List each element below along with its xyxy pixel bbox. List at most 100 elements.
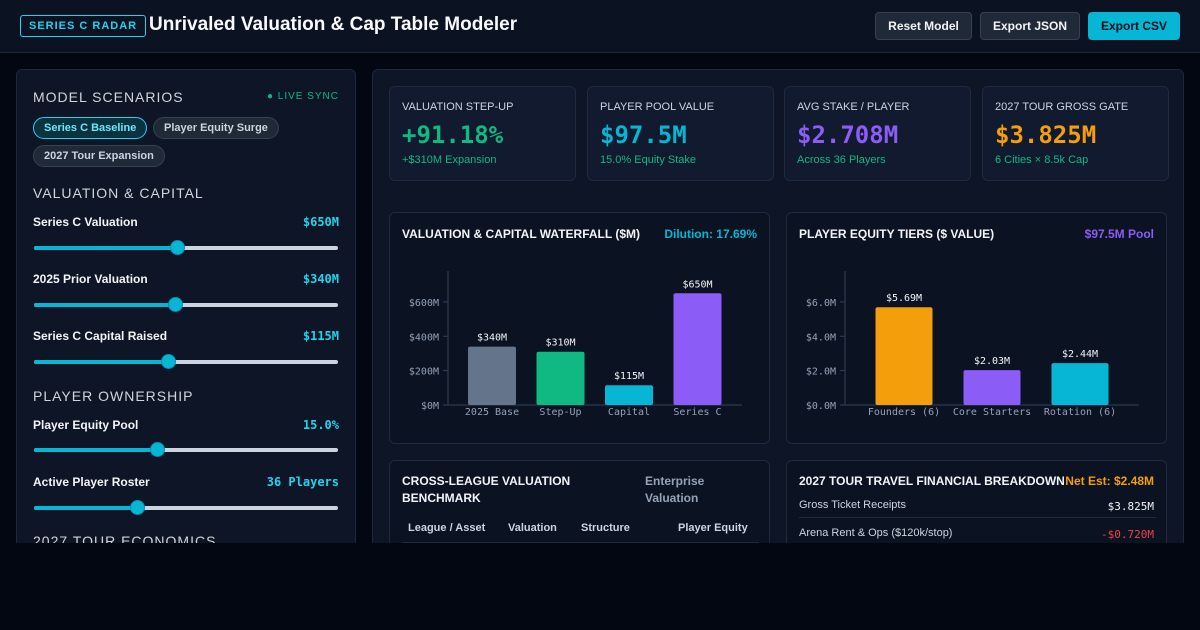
benchmark-title-line: BENCHMARK [402, 491, 481, 505]
chart-bar [963, 370, 1021, 405]
bar-data-label: $2.03M [974, 356, 1010, 367]
equity-tiers-chart-card: PLAYER EQUITY TIERS ($ VALUE) $97.5M Poo… [786, 212, 1167, 444]
waterfall-chart-title: VALUATION & CAPITAL WATERFALL ($M) [402, 227, 640, 241]
series-c-valuation-slider[interactable] [34, 240, 338, 255]
kpi-label: 2027 TOUR GROSS GATE [995, 101, 1129, 113]
scenario-panel: MODEL SCENARIOS ● LIVE SYNC Series C Bas… [16, 69, 356, 559]
pool-tag: $97.5M Pool [1084, 227, 1154, 241]
y-tick-label: $600M [409, 298, 439, 309]
benchmark-tag-line: Valuation [645, 491, 699, 505]
equity-tiers-chart-title: PLAYER EQUITY TIERS ($ VALUE) [799, 227, 995, 241]
dilution-tag: Dilution: 17.69% [664, 227, 757, 241]
benchmark-tag-line: Enterprise [645, 474, 705, 488]
control-label: Series C Capital Raised [33, 329, 168, 343]
y-tick-label: $4.0M [806, 332, 836, 343]
capital-raised-slider[interactable] [34, 354, 338, 369]
chart-bar [1051, 363, 1109, 405]
chart-bar [875, 307, 933, 405]
control-label: Active Player Roster [33, 475, 150, 489]
bar-data-label: $340M [477, 333, 507, 344]
viewport-bottom-area [0, 543, 1200, 630]
kpi-value: +91.18% [402, 121, 504, 149]
player-equity-pool-slider[interactable] [34, 442, 338, 457]
slider-thumb[interactable] [169, 240, 185, 255]
kpi-subtext: 15.0% Equity Stake [600, 154, 697, 166]
row-divider [799, 517, 1156, 518]
table-divider [402, 542, 759, 543]
x-tick-label: Step-Up [539, 407, 581, 418]
kpi-label: AVG STAKE / PLAYER [797, 101, 910, 113]
control-label: 2025 Prior Valuation [33, 272, 148, 286]
page-title: Unrivaled Valuation & Cap Table Modeler [149, 14, 518, 35]
dashboard-panel: VALUATION STEP-UP +91.18% +$310M Expansi… [372, 69, 1184, 559]
slider-thumb[interactable] [160, 354, 176, 369]
x-tick-label: Series C [673, 407, 721, 418]
column-header-valuation[interactable]: Valuation [508, 522, 557, 534]
y-tick-label: $0M [421, 401, 439, 412]
benchmark-tag: Enterprise Valuation [645, 473, 704, 507]
kpi-subtext: Across 36 Players [797, 154, 886, 166]
kpi-value: $3.825M [995, 121, 1097, 149]
benchmark-title-line: CROSS-LEAGUE VALUATION [402, 474, 571, 488]
export-csv-button[interactable]: Export CSV [1088, 12, 1180, 40]
bar-data-label: $310M [545, 338, 575, 349]
kpi-card-tour-gross-gate: 2027 TOUR GROSS GATE $3.825M 6 Cities × … [982, 86, 1169, 181]
x-tick-label: Rotation (6) [1044, 407, 1116, 418]
waterfall-chart-card: VALUATION & CAPITAL WATERFALL ($M) Dilut… [389, 212, 770, 444]
control-value: 36 Players [266, 475, 339, 489]
control-value: $650M [302, 215, 339, 229]
scenario-chip-series-c-baseline[interactable]: Series C Baseline [33, 117, 148, 139]
finance-row-label: Gross Ticket Receipts [799, 499, 906, 511]
control-value: 15.0% [302, 418, 339, 432]
scenario-chip-2027-tour-expansion[interactable]: 2027 Tour Expansion [33, 145, 165, 167]
equity-tiers-chart: $0.0M $2.0M $4.0M $6.0M $5.69M Founders (6) $2… [806, 271, 1139, 418]
column-header-player-equity[interactable]: Player Equity [678, 522, 748, 534]
section-title-valuation: VALUATION & CAPITAL [33, 185, 204, 201]
control-value: $115M [302, 329, 339, 343]
column-header-league[interactable]: League / Asset [408, 522, 486, 534]
y-tick-label: $200M [409, 367, 439, 378]
top-header: SERIES C RADAR Unrivaled Valuation & Cap… [0, 0, 1200, 53]
slider-thumb[interactable] [130, 500, 146, 515]
bar-data-label: $650M [682, 279, 712, 290]
prior-valuation-slider[interactable] [34, 297, 338, 312]
y-tick-label: $0.0M [806, 401, 836, 412]
control-label: Player Equity Pool [33, 418, 139, 432]
bar-data-label: $2.44M [1062, 349, 1098, 360]
export-json-button[interactable]: Export JSON [980, 12, 1080, 40]
chart-bar [605, 385, 653, 405]
waterfall-chart: $0M $200M $400M $600M $340M 2025 Base $310M Ste… [409, 271, 742, 418]
scenario-chip-player-equity-surge[interactable]: Player Equity Surge [153, 117, 279, 139]
x-tick-label: 2025 Base [465, 407, 519, 418]
bar-data-label: $115M [614, 371, 644, 382]
kpi-label: PLAYER POOL VALUE [600, 101, 715, 113]
x-tick-label: Core Starters [953, 407, 1031, 418]
bar-data-label: $5.69M [886, 293, 922, 304]
column-header-structure[interactable]: Structure [581, 522, 630, 534]
finance-row-label: Arena Rent & Ops ($120k/stop) [799, 527, 953, 539]
benchmark-card: CROSS-LEAGUE VALUATION BENCHMARK Enterpr… [389, 460, 770, 558]
finance-row-value: -$0.720M [1101, 528, 1154, 541]
x-tick-label: Capital [608, 407, 650, 418]
kpi-value: $2.708M [797, 121, 899, 149]
kpi-subtext: +$310M Expansion [402, 154, 497, 166]
kpi-value: $97.5M [600, 121, 687, 149]
slider-thumb[interactable] [168, 297, 184, 312]
tour-finance-card: 2027 TOUR TRAVEL FINANCIAL BREAKDOWN Net… [786, 460, 1167, 558]
kpi-card-player-pool-value: PLAYER POOL VALUE $97.5M 15.0% Equity St… [587, 86, 774, 181]
control-label: Series C Valuation [33, 215, 138, 229]
active-roster-slider[interactable] [34, 500, 338, 515]
net-estimate-tag: Net Est: $2.48M [1065, 474, 1154, 488]
chart-bar [536, 351, 585, 405]
kpi-subtext: 6 Cities × 8.5k Cap [995, 154, 1089, 166]
finance-row-value: $3.825M [1107, 500, 1154, 513]
section-title-player-ownership: PLAYER OWNERSHIP [33, 388, 194, 404]
tour-finance-title: 2027 TOUR TRAVEL FINANCIAL BREAKDOWN [799, 474, 1065, 488]
reset-model-button[interactable]: Reset Model [875, 12, 972, 40]
y-tick-label: $2.0M [806, 367, 836, 378]
chart-bar [673, 293, 722, 405]
kpi-card-avg-stake: AVG STAKE / PLAYER $2.708M Across 36 Pla… [784, 86, 971, 181]
live-sync-indicator: ● LIVE SYNC [266, 91, 339, 102]
slider-thumb[interactable] [150, 442, 166, 457]
y-tick-label: $400M [409, 332, 439, 343]
